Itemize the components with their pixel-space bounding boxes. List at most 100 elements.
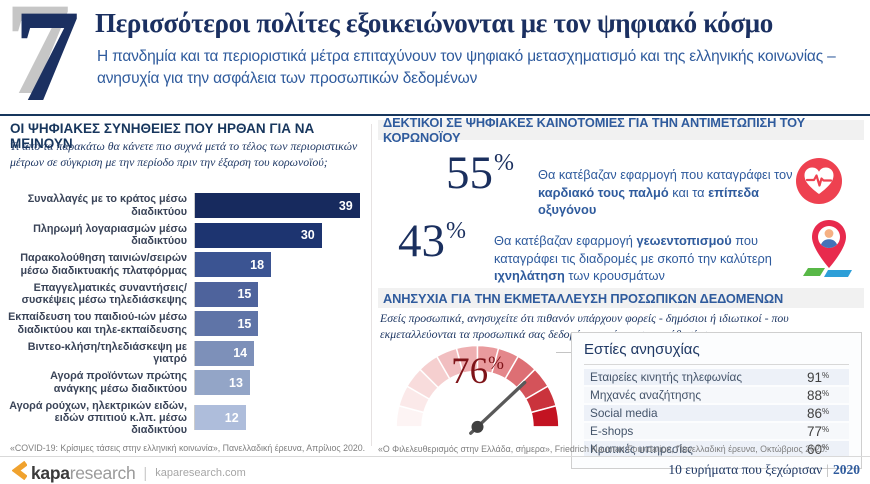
percent-sign: % [446, 218, 466, 244]
footer-year: 2020 [833, 462, 860, 477]
bar-label: Παρακολούθηση ταινιών/σειρών μέσω διαδικ… [20, 252, 187, 277]
bar: 15 [195, 281, 259, 307]
bar-value: 14 [233, 346, 248, 360]
concern-value: 86% [807, 406, 843, 421]
bar-track: 14 [194, 340, 364, 366]
bar-track: 30 [194, 222, 364, 248]
left-footnote: «COVID-19: Κρίσιμες τάσεις στην ελληνική… [10, 443, 366, 453]
list-item: Κρατικές υπηρεσίες 60% [584, 441, 849, 457]
percent-sign: % [488, 353, 504, 374]
bar: 14 [195, 340, 255, 366]
percent-sign: % [822, 370, 830, 380]
bar-track: 15 [194, 311, 364, 336]
concern-label: Μηχανές αναζήτησης [590, 388, 702, 402]
gauge-value: 76% [385, 353, 570, 390]
percent-sign: % [822, 424, 830, 434]
bar: 13 [195, 370, 250, 395]
stat-text-part: των κρουσμάτων [564, 268, 665, 284]
percent-sign: % [822, 388, 830, 398]
stat-number-text: 55 [446, 147, 493, 199]
stat-text-bold: επίπεδα οξυγόνου [538, 184, 760, 218]
slide-number: 7 [14, 0, 80, 129]
bar-row: Επαγγελματικές συναντήσεις/συσκέψεις μέσ… [8, 281, 364, 307]
gauge-arc [395, 344, 560, 428]
concern-value-text: 60 [807, 441, 823, 457]
list-item: Social media 86% [584, 405, 849, 421]
stat-text-part: Θα κατέβαζαν εφαρμογή [494, 233, 637, 248]
right-top-title: ΔΕΚΤΙΚΟΙ ΣΕ ΨΗΦΙΑΚΕΣ ΚΑΙΝΟΤΟΜΙΕΣ ΓΙΑ ΤΗΝ… [383, 115, 806, 145]
header-divider [0, 114, 870, 116]
concern-value: 77% [807, 424, 843, 439]
concern-value: 91% [807, 370, 843, 385]
stat-text-55: Θα κατέβαζαν εφαρμογή που καταγράφει τον… [538, 166, 796, 219]
page-subtitle: Η πανδημία και τα περιοριστικά μέτρα επι… [97, 48, 836, 87]
bar-value: 15 [237, 287, 252, 301]
gauge-chart: 76% [385, 336, 570, 446]
logo-domain: kaparesearch.com [155, 467, 246, 479]
stat-number-text: 43 [398, 215, 445, 267]
bar: 39 [195, 193, 360, 218]
bar-value: 15 [237, 316, 252, 331]
right-bottom-title: ΑΝΗΣΥΧΙΑ ΓΙΑ ΤΗΝ ΕΚΜΕΤΑΛΛΕΥΣΗ ΠΡΟΣΩΠΙΚΩΝ… [383, 290, 784, 306]
concern-value-text: 86 [807, 405, 823, 421]
stat-value-43: 43% [398, 218, 466, 265]
right-top-header: ΔΕΚΤΙΚΟΙ ΣΕ ΨΗΦΙΑΚΕΣ ΚΑΙΝΟΤΟΜΙΕΣ ΓΙΑ ΤΗΝ… [378, 115, 864, 145]
bar-row: Πληρωμή λογαριασμών μέσω διαδικτύου 30 [8, 222, 364, 248]
concern-value-text: 77 [807, 423, 823, 439]
bar-track: 13 [194, 370, 364, 395]
kapa-research-logo: kapa research | kaparesearch.com [11, 460, 246, 484]
bar: 30 [195, 222, 322, 248]
bar-row: Συναλλαγές με το κράτος μέσω διαδικτύου … [8, 193, 364, 218]
bar-track: 15 [194, 281, 364, 307]
concerns-title: Εστίες ανησυχίας [584, 341, 849, 365]
bar-value: 39 [338, 198, 353, 213]
bar-value: 18 [250, 257, 265, 272]
stat-text-part: Θα κατέβαζαν εφαρμογή που καταγράφει τον [538, 167, 793, 182]
concern-label: Κρατικές υπηρεσίες [590, 442, 693, 456]
bar-row: Βιντεο-κλήση/τηλεδιάσκεψη με γιατρό 14 [8, 340, 364, 366]
bar-chart: Συναλλαγές με το κράτος μέσω διαδικτύου … [8, 193, 364, 440]
bar-track: 18 [194, 252, 364, 277]
concern-value-text: 88 [807, 387, 823, 403]
concerns-list: Εταιρείες κινητής τηλεφωνίας 91% Μηχανές… [584, 369, 849, 457]
bar-value: 13 [229, 375, 243, 390]
concern-value: 60% [807, 442, 843, 457]
list-item: E-shops 77% [584, 423, 849, 439]
bar-row: Παρακολούθηση ταινιών/σειρών μέσω διαδικ… [8, 252, 364, 277]
bar: 12 [195, 405, 246, 431]
stat-value-55: 55% [446, 150, 514, 197]
concern-value-text: 91 [807, 369, 823, 385]
footer-divider [0, 456, 870, 457]
bar-label: Αγορά προϊόντων πρώτης ανάγκης μέσω διαδ… [50, 370, 187, 395]
column-divider [371, 124, 372, 446]
logo-separator: | [143, 464, 148, 482]
stat-text-part: και τα [668, 184, 709, 200]
left-section-question: Τι από τα παρακάτω θα κάνετε πιο συχνά μ… [10, 139, 358, 169]
bar-value: 30 [300, 228, 315, 242]
list-item: Εταιρείες κινητής τηλεφωνίας 91% [584, 369, 849, 385]
gauge-needle [469, 380, 527, 435]
page-title: Περισσότεροι πολίτες εξοικειώνονται με τ… [95, 8, 773, 38]
bar: 15 [195, 311, 259, 336]
percent-sign: % [494, 150, 514, 176]
bar-label: Βιντεο-κλήση/τηλεδιάσκεψη με γιατρό [27, 340, 187, 365]
concern-value: 88% [807, 388, 843, 403]
concern-label: Εταιρείες κινητής τηλεφωνίας [590, 370, 743, 384]
bar-row: Αγορά προϊόντων πρώτης ανάγκης μέσω διαδ… [8, 370, 364, 395]
stat-text-bold: γεωεντοπισμού [636, 233, 732, 248]
bar-track: 39 [194, 193, 364, 218]
bar-row: Εκπαίδευση του παιδιού-ιών μέσω διαδικτύ… [8, 311, 364, 336]
findings-text: 10 ευρήματα που ξεχώρισαν [668, 462, 823, 477]
right-footnote: «Ο Φιλελευθερισμός στην Ελλάδα, σήμερα»,… [378, 444, 828, 454]
bar-track: 12 [194, 405, 364, 431]
logo-text-research: research [69, 462, 136, 483]
stat-text-43: Θα κατέβαζαν εφαρμογή γεωεντοπισμού που … [494, 232, 796, 285]
location-pin-icon [800, 218, 858, 287]
percent-sign: % [822, 442, 830, 452]
bar: 18 [195, 252, 272, 277]
percent-sign: % [822, 406, 830, 416]
left-section-title: ΟΙ ΨΗΦΙΑΚΕΣ ΣΥΝΗΘΕΙΕΣ ΠΟΥ ΗΡΘΑΝ ΓΙΑ ΝΑ Μ… [10, 121, 315, 151]
stat-text-part: που καταγράφει τις διαδρομές με σκοπό τη… [494, 233, 772, 266]
right-bottom-header: ΑΝΗΣΥΧΙΑ ΓΙΑ ΤΗΝ ΕΚΜΕΤΑΛΛΕΥΣΗ ΠΡΟΣΩΠΙΚΩΝ… [378, 288, 864, 308]
